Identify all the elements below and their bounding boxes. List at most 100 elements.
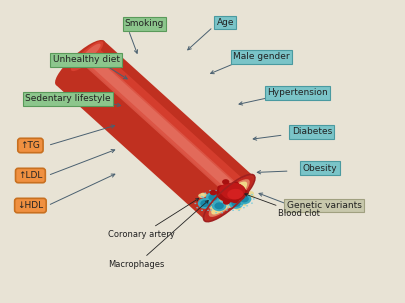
Text: Sedentary lifestyle: Sedentary lifestyle: [25, 95, 111, 103]
Ellipse shape: [231, 181, 239, 187]
Text: Genetic variants: Genetic variants: [286, 201, 360, 210]
Ellipse shape: [196, 198, 198, 200]
Text: Diabetes: Diabetes: [291, 128, 331, 136]
Ellipse shape: [226, 209, 227, 211]
Ellipse shape: [200, 193, 205, 196]
Ellipse shape: [221, 212, 223, 213]
Ellipse shape: [209, 190, 211, 191]
Ellipse shape: [211, 181, 247, 215]
Ellipse shape: [220, 201, 222, 202]
Text: Macrophages: Macrophages: [108, 201, 208, 269]
Ellipse shape: [245, 191, 247, 193]
Text: Coronary artery: Coronary artery: [108, 198, 198, 239]
Ellipse shape: [232, 201, 238, 205]
Ellipse shape: [208, 205, 210, 207]
Ellipse shape: [223, 193, 237, 203]
Ellipse shape: [207, 196, 209, 197]
Text: Blood clot: Blood clot: [244, 194, 319, 218]
Ellipse shape: [239, 191, 241, 193]
Ellipse shape: [215, 212, 217, 213]
Ellipse shape: [215, 204, 217, 205]
Text: Hypertension: Hypertension: [267, 88, 327, 98]
Ellipse shape: [194, 203, 196, 204]
Text: Unhealthy diet: Unhealthy diet: [52, 55, 119, 65]
Text: Age: Age: [216, 18, 233, 27]
Ellipse shape: [226, 202, 232, 208]
Ellipse shape: [202, 197, 204, 198]
Ellipse shape: [213, 203, 215, 204]
Ellipse shape: [211, 198, 213, 200]
Ellipse shape: [231, 198, 238, 203]
Ellipse shape: [242, 207, 244, 208]
Ellipse shape: [200, 200, 209, 207]
Polygon shape: [56, 41, 252, 221]
Ellipse shape: [226, 190, 228, 192]
Ellipse shape: [210, 201, 212, 202]
Ellipse shape: [204, 192, 206, 194]
Ellipse shape: [238, 191, 245, 196]
Ellipse shape: [198, 193, 204, 198]
Ellipse shape: [218, 184, 237, 196]
Ellipse shape: [232, 196, 234, 197]
Ellipse shape: [205, 202, 210, 205]
Text: Smoking: Smoking: [125, 19, 164, 28]
Ellipse shape: [219, 197, 221, 199]
Ellipse shape: [250, 194, 252, 195]
Ellipse shape: [204, 201, 206, 202]
Ellipse shape: [231, 193, 237, 197]
Ellipse shape: [230, 193, 234, 195]
Text: ↑TG: ↑TG: [20, 141, 40, 150]
Ellipse shape: [226, 198, 229, 200]
Ellipse shape: [197, 198, 212, 209]
Ellipse shape: [217, 191, 223, 196]
Ellipse shape: [228, 198, 243, 209]
Ellipse shape: [227, 205, 229, 207]
Ellipse shape: [196, 207, 198, 208]
Ellipse shape: [250, 195, 254, 198]
Ellipse shape: [208, 179, 249, 217]
Ellipse shape: [55, 40, 105, 86]
Ellipse shape: [224, 191, 231, 197]
Ellipse shape: [217, 185, 224, 191]
Ellipse shape: [215, 183, 246, 202]
Ellipse shape: [231, 202, 235, 204]
Ellipse shape: [211, 201, 226, 211]
Ellipse shape: [237, 193, 239, 195]
Ellipse shape: [213, 204, 220, 209]
Ellipse shape: [235, 194, 237, 195]
Ellipse shape: [221, 198, 223, 200]
Text: Obesity: Obesity: [302, 164, 337, 172]
Ellipse shape: [239, 197, 241, 199]
Text: Male gender: Male gender: [232, 52, 289, 62]
Ellipse shape: [220, 201, 226, 206]
Text: ↑LDL: ↑LDL: [18, 171, 43, 180]
Ellipse shape: [239, 205, 241, 207]
Ellipse shape: [221, 193, 223, 195]
Ellipse shape: [250, 202, 252, 204]
Ellipse shape: [221, 197, 223, 198]
Ellipse shape: [237, 195, 240, 198]
Ellipse shape: [237, 194, 244, 200]
Ellipse shape: [208, 194, 217, 201]
Ellipse shape: [230, 204, 234, 207]
Ellipse shape: [209, 190, 216, 195]
Ellipse shape: [221, 201, 223, 203]
Ellipse shape: [216, 202, 222, 206]
Ellipse shape: [252, 198, 254, 200]
Ellipse shape: [211, 207, 213, 208]
Ellipse shape: [236, 194, 251, 204]
Ellipse shape: [214, 201, 220, 205]
Ellipse shape: [215, 198, 217, 200]
Ellipse shape: [221, 183, 245, 199]
Ellipse shape: [205, 176, 252, 220]
Ellipse shape: [237, 196, 239, 197]
Ellipse shape: [236, 186, 243, 191]
Ellipse shape: [225, 203, 227, 204]
Ellipse shape: [225, 195, 234, 201]
Polygon shape: [81, 47, 245, 196]
Ellipse shape: [81, 44, 100, 62]
Ellipse shape: [216, 204, 223, 209]
Ellipse shape: [205, 192, 220, 203]
Ellipse shape: [209, 204, 211, 205]
Ellipse shape: [239, 195, 248, 202]
